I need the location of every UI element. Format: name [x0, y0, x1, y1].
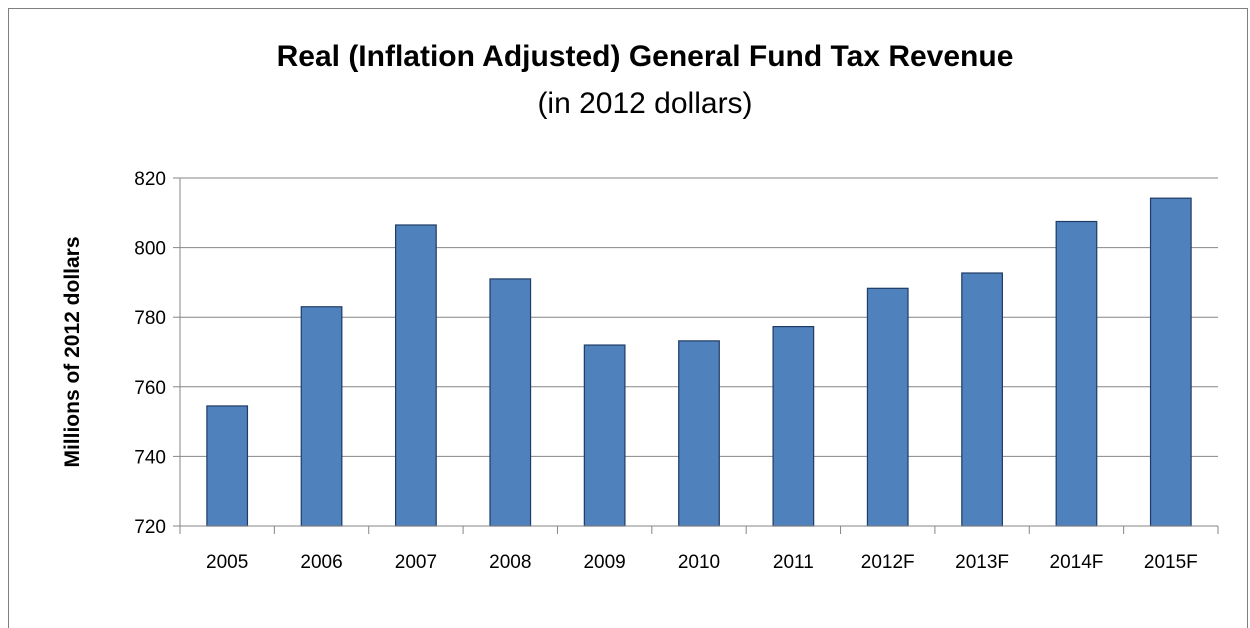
y-tick-label: 800 — [134, 239, 166, 260]
x-tick-label: 2009 — [583, 552, 625, 573]
y-tick-labels: 720 740 760 780 800 820 — [134, 169, 166, 538]
x-tick-label: 2013F — [955, 552, 1009, 573]
y-tick-label: 780 — [134, 308, 166, 329]
y-tick-label: 760 — [134, 378, 166, 399]
x-tick-label: 2010 — [678, 552, 720, 573]
bar-2010 — [678, 340, 720, 527]
chart-subtitle: (in 2012 dollars) — [537, 87, 752, 120]
y-tick-label: 720 — [134, 517, 166, 538]
bar-2012F — [866, 287, 909, 527]
x-tick-label: 2012F — [861, 552, 915, 573]
bar-2015F — [1149, 197, 1192, 527]
bars — [206, 197, 1192, 527]
bar-2011 — [772, 325, 815, 527]
chart-frame — [8, 8, 1248, 628]
bar-2009 — [583, 344, 626, 527]
y-tick-label: 820 — [134, 169, 166, 190]
bar-2007 — [395, 224, 437, 527]
bar-2008 — [489, 278, 532, 527]
bar-2013F — [961, 272, 1003, 527]
y-tick-label: 740 — [134, 447, 166, 468]
x-tick-label: 2007 — [395, 552, 437, 573]
x-tick-label: 2008 — [489, 552, 531, 573]
bar-2005 — [206, 405, 249, 527]
y-axis-label: Millions of 2012 dollars — [61, 236, 84, 467]
x-tick-labels: 2005 2006 2007 2008 2009 2010 2011 2012F 2013F 20… — [206, 552, 1198, 573]
bar-2014F — [1055, 220, 1098, 527]
x-tick-label: 2014F — [1050, 552, 1104, 573]
axes — [179, 178, 1219, 534]
x-tick-label: 2005 — [206, 552, 248, 573]
x-tick-label: 2015F — [1144, 552, 1198, 573]
bar-2006 — [300, 306, 343, 527]
x-tick-label: 2006 — [300, 552, 342, 573]
x-tick-label: 2011 — [773, 552, 814, 573]
chart-title: Real (Inflation Adjusted) General Fund T… — [277, 40, 1014, 73]
